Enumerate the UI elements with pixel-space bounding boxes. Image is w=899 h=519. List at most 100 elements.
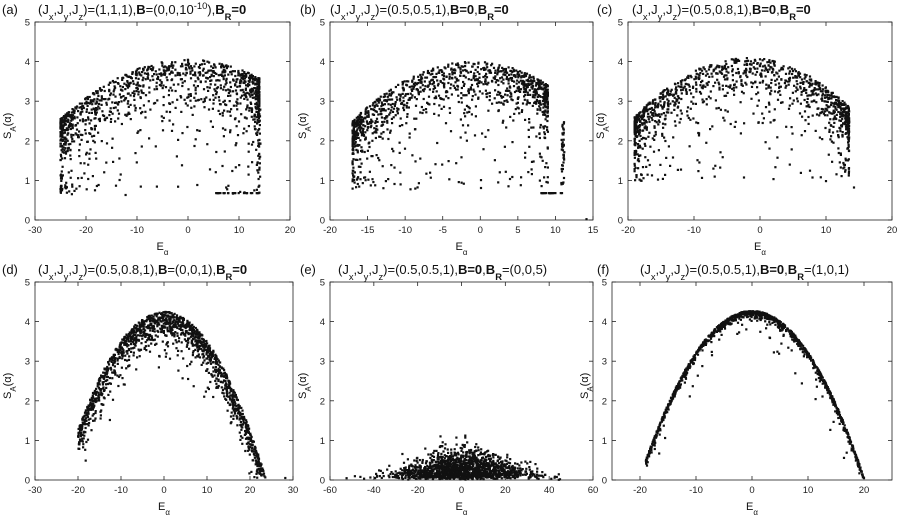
data-point bbox=[84, 409, 87, 412]
data-point bbox=[406, 92, 409, 96]
data-point bbox=[776, 72, 779, 75]
data-point bbox=[98, 119, 101, 123]
data-point bbox=[695, 87, 698, 91]
data-point bbox=[432, 90, 435, 93]
data-point bbox=[140, 145, 143, 148]
data-point bbox=[235, 100, 238, 103]
data-point bbox=[802, 89, 805, 92]
data-point bbox=[223, 69, 227, 72]
data-point bbox=[217, 192, 220, 195]
data-point bbox=[523, 81, 526, 84]
data-point bbox=[481, 132, 484, 135]
y-tick-label: 0 bbox=[25, 216, 30, 227]
data-point bbox=[215, 93, 218, 96]
data-point bbox=[745, 74, 748, 77]
data-point bbox=[450, 76, 454, 79]
data-point bbox=[152, 66, 155, 69]
data-point bbox=[791, 102, 794, 105]
data-point bbox=[169, 326, 173, 329]
data-point bbox=[225, 64, 228, 67]
data-point bbox=[141, 337, 144, 340]
data-point bbox=[247, 446, 250, 449]
data-point bbox=[161, 87, 164, 90]
data-point bbox=[540, 156, 543, 159]
data-point bbox=[140, 342, 143, 345]
x-tick-label: 30 bbox=[288, 485, 299, 496]
data-point bbox=[405, 104, 408, 107]
data-point bbox=[528, 102, 531, 105]
data-point bbox=[436, 66, 439, 69]
data-point bbox=[491, 102, 494, 105]
data-point bbox=[61, 144, 64, 147]
data-point bbox=[153, 313, 156, 316]
data-point bbox=[85, 100, 88, 103]
data-point bbox=[211, 125, 214, 128]
data-point bbox=[243, 418, 246, 421]
data-point bbox=[664, 95, 667, 98]
data-point bbox=[253, 476, 256, 479]
data-point bbox=[505, 75, 509, 79]
data-point bbox=[256, 471, 259, 474]
data-point bbox=[370, 155, 373, 158]
data-point bbox=[522, 82, 525, 85]
data-point bbox=[257, 88, 260, 91]
data-point bbox=[80, 138, 83, 141]
data-point bbox=[542, 106, 545, 109]
data-point bbox=[686, 76, 689, 79]
data-point bbox=[636, 153, 639, 156]
data-point bbox=[514, 75, 517, 79]
data-point bbox=[251, 440, 254, 443]
data-point bbox=[539, 109, 542, 112]
data-point bbox=[546, 166, 549, 169]
data-point bbox=[774, 83, 777, 86]
data-point bbox=[224, 103, 227, 106]
data-point bbox=[844, 111, 847, 114]
data-point bbox=[99, 89, 102, 92]
data-point bbox=[196, 339, 200, 342]
data-point bbox=[523, 98, 526, 101]
data-point bbox=[637, 157, 640, 160]
data-point bbox=[234, 407, 237, 410]
data-point bbox=[381, 120, 384, 124]
data-point bbox=[380, 105, 383, 108]
data-point bbox=[799, 171, 802, 174]
data-point bbox=[236, 424, 239, 427]
data-point bbox=[392, 116, 395, 119]
data-point bbox=[97, 105, 100, 108]
data-point bbox=[122, 341, 125, 344]
data-point bbox=[554, 192, 557, 195]
data-point bbox=[154, 101, 157, 105]
data-point bbox=[705, 70, 708, 73]
data-point bbox=[351, 160, 354, 163]
data-point bbox=[177, 138, 180, 141]
data-point bbox=[502, 102, 505, 105]
data-point bbox=[140, 91, 143, 94]
data-point bbox=[148, 86, 151, 89]
data-point bbox=[179, 74, 182, 77]
data-point bbox=[673, 101, 676, 104]
data-point bbox=[802, 82, 805, 85]
data-point bbox=[256, 113, 259, 116]
data-point bbox=[654, 104, 657, 107]
data-point bbox=[116, 357, 119, 360]
data-point bbox=[357, 124, 360, 127]
data-point bbox=[525, 79, 528, 82]
data-point bbox=[158, 83, 161, 87]
data-point bbox=[654, 130, 657, 134]
data-point bbox=[361, 182, 364, 185]
data-point bbox=[232, 409, 235, 412]
data-point bbox=[421, 111, 424, 115]
data-point bbox=[417, 92, 420, 95]
data-point bbox=[814, 80, 817, 83]
data-point bbox=[160, 81, 163, 84]
data-point bbox=[155, 81, 158, 84]
data-point bbox=[733, 125, 736, 128]
data-point bbox=[697, 134, 701, 137]
data-point bbox=[197, 78, 200, 81]
data-point bbox=[770, 78, 773, 81]
data-point bbox=[510, 78, 513, 81]
data-point bbox=[815, 101, 818, 104]
data-point bbox=[89, 398, 92, 401]
data-point bbox=[404, 94, 407, 97]
